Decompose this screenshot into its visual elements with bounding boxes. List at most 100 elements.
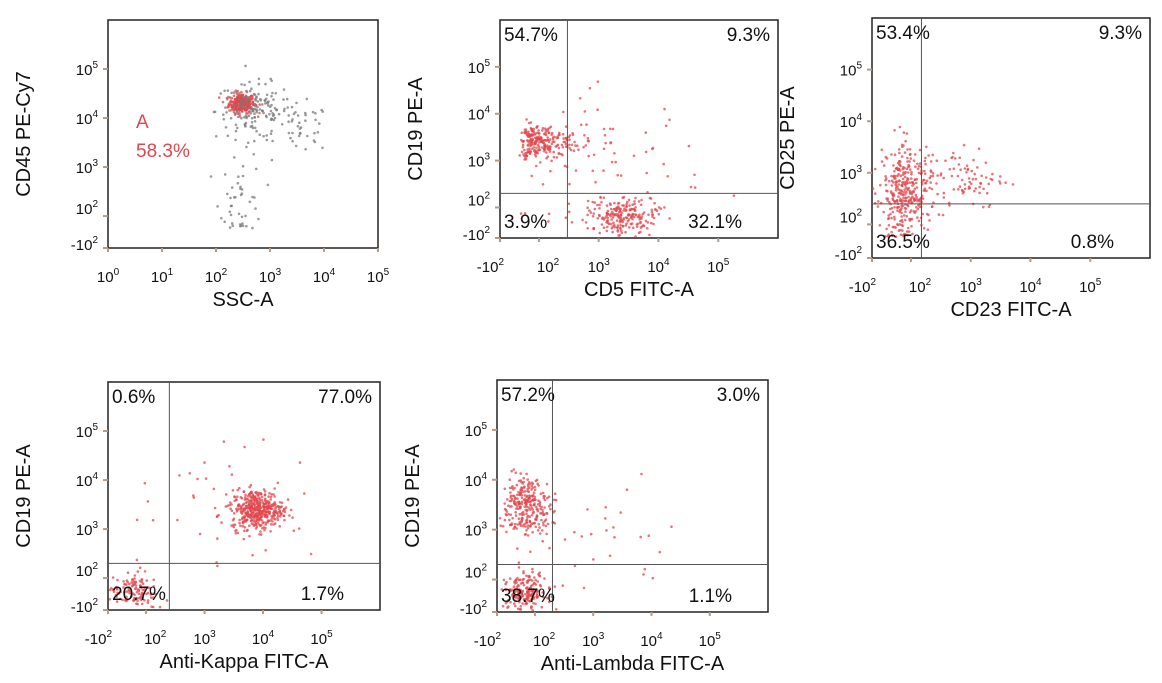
event-point-cd5-pos (651, 215, 654, 218)
event-point-debris (223, 173, 227, 176)
event-point-main (878, 224, 882, 227)
event-point-ungated-main (229, 116, 233, 120)
event-point-gated (227, 103, 231, 107)
event-point-cd19-pos (531, 522, 535, 525)
event-point-ungated-side (298, 127, 302, 130)
event-point-scatter (594, 180, 597, 184)
event-point-cd19-pos (550, 159, 553, 163)
event-point-spread (984, 161, 988, 164)
event-point-ungated-main (253, 112, 256, 115)
x-tick-label: 105 (707, 257, 730, 276)
event-point-main (910, 173, 913, 176)
event-point-double-neg (138, 584, 142, 587)
event-point-double-neg (118, 597, 122, 601)
event-point-kappa-pos (220, 521, 223, 524)
event-point-kappa-pos (261, 521, 265, 525)
event-point-ungated-main (271, 114, 275, 117)
event-point-main (892, 164, 895, 167)
event-point-cd5-pos (630, 222, 634, 225)
event-point-ungated-main (249, 112, 252, 115)
event-point-double-neg (513, 602, 516, 605)
event-point-cd19-pos (509, 491, 512, 494)
event-point-double-neg (500, 588, 504, 591)
event-point-main (901, 234, 905, 237)
event-point-cd19-pos (503, 502, 507, 505)
event-point-double-neg (546, 596, 549, 600)
event-point-double-neg (130, 594, 133, 598)
event-point-cd5-pos (653, 201, 656, 205)
event-point-double-neg (122, 586, 125, 589)
event-point-scatter (582, 586, 586, 590)
event-point-ungated-main (224, 126, 228, 129)
quadrant-label-lower-right: 32.1% (688, 212, 742, 233)
event-point-cd5-pos (626, 200, 629, 204)
event-point-spread (928, 176, 932, 180)
event-point-debris (232, 196, 236, 199)
event-point-gated (233, 113, 237, 116)
event-point-ungated-side (291, 131, 294, 135)
event-point-cd19-pos (541, 126, 545, 130)
event-point-kappa-pos (272, 513, 275, 517)
event-point-ungated-side (270, 158, 274, 162)
event-point-cd5-pos (593, 207, 597, 211)
event-point-ungated-main (282, 88, 286, 91)
event-point-main (909, 157, 913, 160)
event-point-kappa-pos (278, 501, 282, 504)
event-point-kappa-pos (212, 487, 216, 491)
event-point-spread (971, 177, 975, 181)
event-point-main (884, 175, 887, 178)
event-point-kappa-pos (276, 518, 280, 522)
event-point-cd5-pos (618, 234, 621, 237)
event-point-spread (952, 188, 956, 191)
event-point-ungated-main (270, 94, 273, 98)
event-point-gated (231, 100, 235, 104)
event-point-main (896, 223, 899, 226)
event-point-double-neg (504, 582, 507, 586)
event-point-cd19-pos (573, 140, 576, 144)
event-point-cd19-pos (534, 151, 537, 154)
event-point-cd19-pos (538, 504, 542, 508)
event-point-cd19-pos (523, 490, 527, 493)
event-point-cd19-pos (520, 520, 523, 523)
event-point-scatter (529, 126, 533, 130)
event-point-scatter (309, 552, 313, 556)
event-point-ungated-main (272, 118, 276, 122)
event-point-spread (948, 168, 952, 171)
event-point-kappa-pos (235, 498, 238, 501)
event-point-spread (970, 169, 974, 173)
event-point-cd5-pos (657, 206, 661, 209)
event-point-double-neg (128, 582, 131, 586)
event-point-scatter (567, 210, 571, 214)
event-point-main (922, 189, 925, 192)
event-point-cd5-pos (605, 204, 609, 207)
event-point-debris (216, 205, 219, 208)
event-point-main (923, 169, 926, 173)
event-point-double-neg (525, 586, 528, 590)
event-point-cd5-pos (602, 226, 606, 229)
event-point-double-neg (111, 576, 115, 579)
event-point-cd19-pos (520, 500, 524, 504)
event-point-debris (229, 213, 233, 217)
event-point-ungated-main (219, 92, 222, 95)
event-point-double-neg (535, 590, 539, 593)
event-point-main (914, 193, 918, 197)
event-point-cd19-pos (514, 514, 518, 517)
event-point-cd19-pos (525, 503, 528, 506)
event-point-double-neg (143, 570, 147, 573)
event-point-spread (987, 182, 990, 186)
event-point-cd5-pos (644, 219, 648, 223)
event-point-gated (228, 109, 231, 112)
event-point-cd19-pos (534, 132, 537, 135)
event-point-ungated-main (225, 111, 228, 114)
event-point-double-neg (522, 577, 525, 581)
event-point-debris (220, 216, 223, 220)
event-point-kappa-pos (263, 528, 266, 532)
event-point-scatter (610, 160, 614, 164)
event-point-main (884, 183, 888, 187)
event-point-main (880, 160, 884, 163)
event-point-kappa-pos (238, 518, 241, 522)
event-point-main (898, 151, 901, 155)
quadrant-label-lower-right: 1.7% (301, 584, 344, 605)
event-point-cd5-pos (612, 221, 615, 224)
event-point-cd5-pos (639, 216, 642, 220)
